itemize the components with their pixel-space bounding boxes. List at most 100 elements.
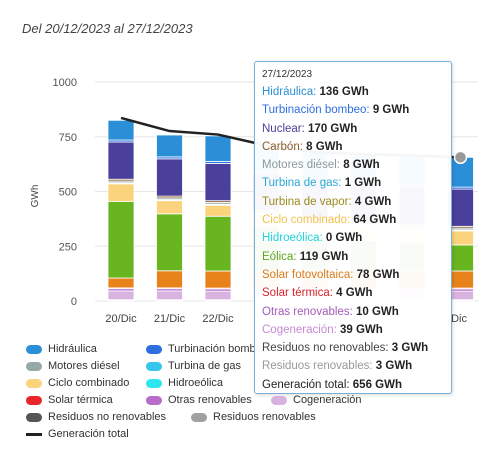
x-tick-label: 22/Dic xyxy=(202,313,234,325)
bar-segment[interactable] xyxy=(107,119,135,141)
tooltip-item-value: 1 GWh xyxy=(344,177,382,190)
tooltip-date: 27/12/2023 xyxy=(262,69,313,80)
tooltip-item: Solar térmica: 4 GWh xyxy=(262,284,451,302)
legend-label: Solar térmica xyxy=(48,394,113,406)
tooltip-item-value: 0 GWh xyxy=(325,232,363,245)
tooltip-item: Hidroeólica: 0 GWh xyxy=(262,229,451,247)
tooltip-item-value: 3 GWh xyxy=(375,360,413,373)
bar-segment[interactable] xyxy=(204,215,232,272)
tooltip-item-value: 656 GWh xyxy=(352,378,402,391)
tooltip-item-label: Solar térmica: xyxy=(262,287,337,300)
legend-item[interactable]: Generación total xyxy=(26,428,129,440)
tooltip-item-label: Generación total: xyxy=(262,378,353,391)
legend-item[interactable]: Turbinación bombeo xyxy=(146,343,268,355)
tooltip-item-value: 4 GWh xyxy=(354,195,392,208)
bar-segment[interactable] xyxy=(156,158,183,197)
bar-segment[interactable] xyxy=(107,200,135,279)
tooltip-item-label: Cogeneración: xyxy=(262,323,340,336)
hover-marker xyxy=(453,150,468,165)
tooltip-item: Motores diésel: 8 GWh xyxy=(262,156,451,174)
tooltip-item-value: 3 GWh xyxy=(391,342,429,355)
tooltip-item-value: 119 GWh xyxy=(299,250,349,263)
x-tick-label: /Dic xyxy=(448,313,467,325)
tooltip-item-value: 136 GWh xyxy=(319,86,369,98)
bar-segment[interactable] xyxy=(204,204,232,217)
bar-segment[interactable] xyxy=(156,213,183,272)
tooltip-item-label: Turbinación bombeo: xyxy=(262,104,373,117)
bar-segment[interactable] xyxy=(156,290,183,301)
bar-segment[interactable] xyxy=(156,200,183,215)
tooltip-item: Carbón: 8 GWh xyxy=(262,138,451,156)
y-tick-label: 500 xyxy=(59,187,77,199)
legend-swatch xyxy=(146,378,162,388)
y-tick-label: 0 xyxy=(71,296,77,308)
legend-swatch xyxy=(26,412,42,422)
legend-swatch xyxy=(146,361,162,371)
legend-swatch xyxy=(26,378,42,388)
legend-label: Hidráulica xyxy=(48,343,97,355)
bar-segment[interactable] xyxy=(204,270,232,289)
tooltip-item-label: Motores diésel: xyxy=(262,159,344,172)
tooltip-item-label: Residuos no renovables: xyxy=(262,342,392,355)
bar-segment[interactable] xyxy=(107,290,135,301)
data-tooltip: 27/12/2023 Hidráulica: 136 GWh Turbinació… xyxy=(254,61,452,394)
tooltip-item: Otras renovables: 10 GWh xyxy=(262,303,451,321)
tooltip-item-label: Eólica: xyxy=(262,250,300,263)
tooltip-item: Eólica: 119 GWh xyxy=(262,248,451,266)
tooltip-item-label: Otras renovables: xyxy=(262,305,356,318)
legend-label: Hidroeólica xyxy=(168,377,224,389)
legend-item[interactable]: Turbina de gas xyxy=(146,360,241,372)
tooltip-item: Solar fotovoltaica: 78 GWh xyxy=(262,266,451,284)
legend-item[interactable]: Solar térmica xyxy=(26,394,113,406)
bar-segment[interactable] xyxy=(204,163,232,202)
legend-swatch xyxy=(26,395,42,405)
tooltip-item: Nuclear: 170 GWh xyxy=(262,120,451,138)
tooltip-item-value: 64 GWh xyxy=(353,214,397,227)
legend-label: Turbina de gas xyxy=(168,360,241,372)
legend-swatch xyxy=(146,344,162,354)
legend-label: Residuos no renovables xyxy=(48,411,167,423)
legend-item[interactable]: Cogeneración xyxy=(271,394,362,406)
legend-label: Residuos renovables xyxy=(213,411,316,423)
tooltip-item-value: 9 GWh xyxy=(372,104,410,117)
legend-line-swatch xyxy=(26,432,42,436)
bar-segment[interactable] xyxy=(107,277,135,289)
legend-label: Motores diésel xyxy=(48,360,120,372)
legend-label: Generación total xyxy=(48,428,129,440)
legend-label: Cogeneración xyxy=(293,394,362,406)
tooltip-item-value: 10 GWh xyxy=(355,305,399,318)
tooltip-item: Turbina de gas: 1 GWh xyxy=(262,174,451,192)
x-axis-ticks: 20/Dic 21/Dic 22/Dic/Dic xyxy=(105,313,467,325)
legend-item[interactable]: Ciclo combinado xyxy=(26,377,129,389)
bar-segment[interactable] xyxy=(204,135,232,162)
legend-item[interactable]: Residuos renovables xyxy=(191,411,316,423)
tooltip-item-label: Turbina de vapor: xyxy=(262,195,355,208)
tooltip-item-value: 78 GWh xyxy=(356,268,400,281)
tooltip-item: Generación total: 656 GWh xyxy=(262,376,451,394)
tooltip-item-label: Ciclo combinado: xyxy=(262,214,354,227)
tooltip-item-label: Carbón: xyxy=(262,140,307,153)
tooltip-item-value: 8 GWh xyxy=(343,159,380,172)
tooltip-item-value: 4 GWh xyxy=(336,287,373,300)
tooltip-item-label: Residuos renovables: xyxy=(262,360,376,373)
legend-swatch xyxy=(191,412,207,422)
legend-item[interactable]: Otras renovables xyxy=(146,394,252,406)
legend-item[interactable]: Hidroeólica xyxy=(146,377,223,389)
y-tick-label: 750 xyxy=(59,132,77,144)
x-tick-label: 21/Dic xyxy=(154,313,186,325)
legend-item[interactable]: Residuos no renovables xyxy=(26,411,166,423)
tooltip-item: Residuos no renovables: 3 GWh xyxy=(262,339,451,357)
tooltip-item-value: 39 GWh xyxy=(340,323,383,336)
tooltip-item: Ciclo combinado: 64 GWh xyxy=(262,211,451,229)
tooltip-item-value: 170 GWh xyxy=(308,122,358,135)
bar-segment[interactable] xyxy=(156,134,183,158)
legend-item[interactable]: Motores diésel xyxy=(26,360,120,372)
bar-segment[interactable] xyxy=(204,290,232,301)
legend-label: Ciclo combinado xyxy=(48,377,130,389)
bar-segment[interactable] xyxy=(107,141,135,180)
legend-item[interactable]: Hidráulica xyxy=(26,343,97,355)
bar-segment[interactable] xyxy=(107,183,135,202)
tooltip-item: Cogeneración: 39 GWh xyxy=(262,321,451,339)
bar-segment[interactable] xyxy=(156,270,183,289)
legend-swatch xyxy=(26,361,42,371)
